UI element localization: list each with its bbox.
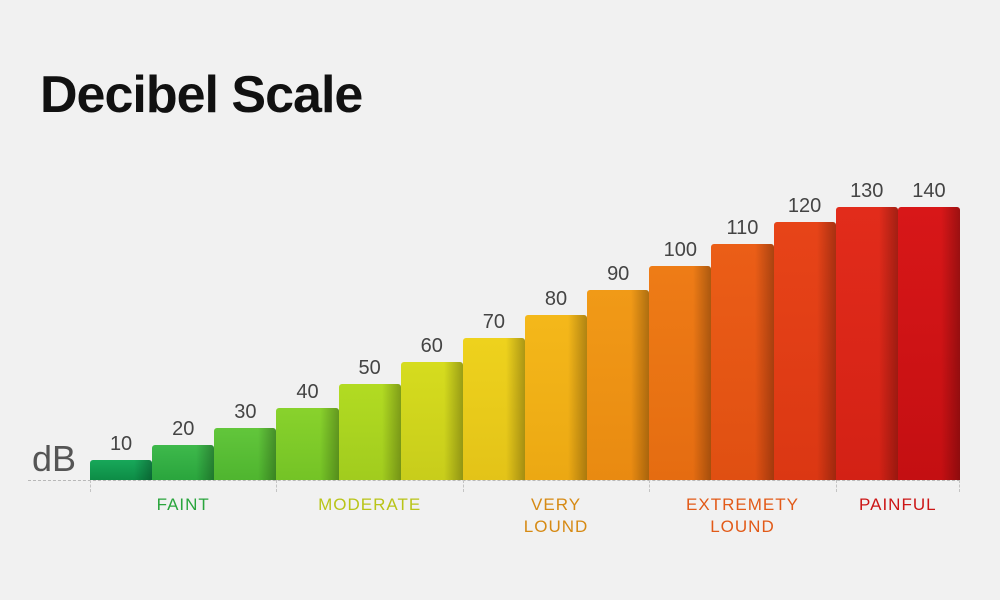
bar-rect	[587, 290, 649, 480]
bar-140: 140	[898, 180, 960, 480]
bar-rect	[90, 460, 152, 480]
bar-value-label: 140	[898, 180, 960, 203]
bar-rect	[214, 428, 276, 480]
bar-110: 110	[711, 180, 773, 480]
bar-rect	[836, 207, 898, 480]
bar-70: 70	[463, 180, 525, 480]
decibel-scale-infographic: Decibel Scale dB 10203040506070809010011…	[0, 0, 1000, 600]
bar-rect	[711, 244, 773, 480]
bar-value-label: 50	[339, 357, 401, 380]
bar-value-label: 60	[401, 335, 463, 358]
bar-value-label: 100	[649, 239, 711, 262]
category-label: FAINT	[90, 480, 276, 538]
bar-rect	[339, 384, 401, 480]
bar-value-label: 10	[90, 433, 152, 456]
category-label: PAINFUL	[836, 480, 960, 538]
chart-title: Decibel Scale	[40, 65, 362, 125]
bar-value-label: 110	[711, 217, 773, 240]
bar-value-label: 130	[836, 180, 898, 203]
bar-value-label: 80	[525, 288, 587, 311]
bar-rect	[463, 338, 525, 480]
bar-20: 20	[152, 180, 214, 480]
bar-60: 60	[401, 180, 463, 480]
bar-value-label: 30	[214, 401, 276, 424]
bar-rect	[401, 362, 463, 480]
bar-80: 80	[525, 180, 587, 480]
bar-chart: 102030405060708090100110120130140	[90, 180, 960, 480]
bar-50: 50	[339, 180, 401, 480]
bar-rect	[649, 266, 711, 480]
y-axis-unit: dB	[32, 438, 76, 480]
bar-10: 10	[90, 180, 152, 480]
bar-value-label: 40	[276, 381, 338, 404]
bar-rect	[525, 315, 587, 480]
bar-rect	[276, 408, 338, 480]
bar-value-label: 20	[152, 418, 214, 441]
bar-90: 90	[587, 180, 649, 480]
category-label: EXTREMETY LOUND	[649, 480, 835, 538]
bar-rect	[898, 207, 960, 480]
bar-value-label: 90	[587, 263, 649, 286]
bar-value-label: 120	[774, 195, 836, 218]
bar-rect	[152, 445, 214, 480]
category-label: MODERATE	[276, 480, 462, 538]
category-label: VERY LOUND	[463, 480, 649, 538]
bar-30: 30	[214, 180, 276, 480]
bar-120: 120	[774, 180, 836, 480]
bar-40: 40	[276, 180, 338, 480]
bar-130: 130	[836, 180, 898, 480]
bar-value-label: 70	[463, 311, 525, 334]
bar-rect	[774, 222, 836, 480]
bar-100: 100	[649, 180, 711, 480]
category-axis: FAINTMODERATEVERY LOUNDEXTREMETY LOUNDPA…	[90, 480, 960, 538]
